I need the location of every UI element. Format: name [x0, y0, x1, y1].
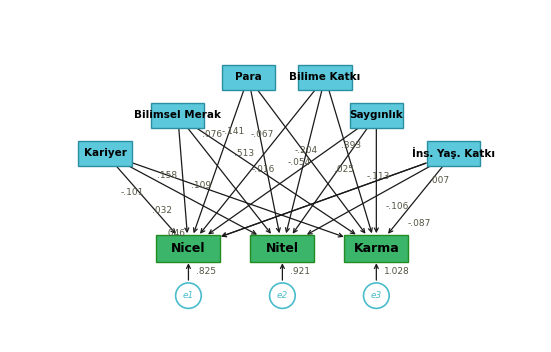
- Text: -.067: -.067: [250, 130, 274, 139]
- Text: .025: .025: [334, 165, 354, 174]
- FancyBboxPatch shape: [78, 141, 132, 165]
- FancyBboxPatch shape: [156, 235, 220, 262]
- FancyBboxPatch shape: [344, 235, 408, 262]
- Text: Nitel: Nitel: [266, 242, 299, 255]
- Ellipse shape: [269, 283, 295, 308]
- Text: 1.028: 1.028: [384, 267, 410, 276]
- FancyBboxPatch shape: [426, 141, 480, 165]
- Text: .825: .825: [196, 267, 216, 276]
- FancyBboxPatch shape: [350, 103, 403, 128]
- Text: .032: .032: [152, 206, 172, 215]
- Text: .393: .393: [341, 141, 361, 150]
- Text: .513: .513: [234, 149, 254, 158]
- Text: -.141: -.141: [222, 127, 245, 136]
- Text: İns. Yaş. Katkı: İns. Yaş. Katkı: [412, 147, 495, 159]
- FancyBboxPatch shape: [299, 65, 352, 90]
- Ellipse shape: [364, 283, 389, 308]
- Text: .007: .007: [429, 176, 450, 185]
- Text: Bilime Katkı: Bilime Katkı: [289, 73, 361, 82]
- Text: -.101: -.101: [120, 188, 144, 197]
- FancyBboxPatch shape: [151, 103, 204, 128]
- Text: e2: e2: [277, 291, 288, 300]
- Text: e3: e3: [371, 291, 382, 300]
- Text: .046: .046: [165, 229, 185, 238]
- Text: -.113: -.113: [367, 172, 390, 181]
- Text: -.087: -.087: [407, 219, 431, 228]
- Text: -.106: -.106: [385, 202, 408, 211]
- FancyBboxPatch shape: [222, 65, 275, 90]
- Text: Kariyer: Kariyer: [84, 148, 127, 158]
- FancyBboxPatch shape: [250, 235, 315, 262]
- Text: -.204: -.204: [294, 146, 317, 155]
- Text: -.016: -.016: [251, 165, 275, 174]
- Text: Bilimsel Merak: Bilimsel Merak: [134, 111, 222, 120]
- Text: e1: e1: [183, 291, 194, 300]
- Text: Karma: Karma: [353, 242, 399, 255]
- Text: .921: .921: [290, 267, 310, 276]
- Text: .076: .076: [202, 130, 222, 139]
- Text: .109: .109: [191, 181, 212, 190]
- Ellipse shape: [176, 283, 201, 308]
- Text: Para: Para: [235, 73, 262, 82]
- Text: .158: .158: [157, 171, 177, 180]
- Text: Nicel: Nicel: [171, 242, 206, 255]
- Text: Saygınlık: Saygınlık: [349, 111, 403, 120]
- Text: -.054: -.054: [288, 158, 311, 167]
